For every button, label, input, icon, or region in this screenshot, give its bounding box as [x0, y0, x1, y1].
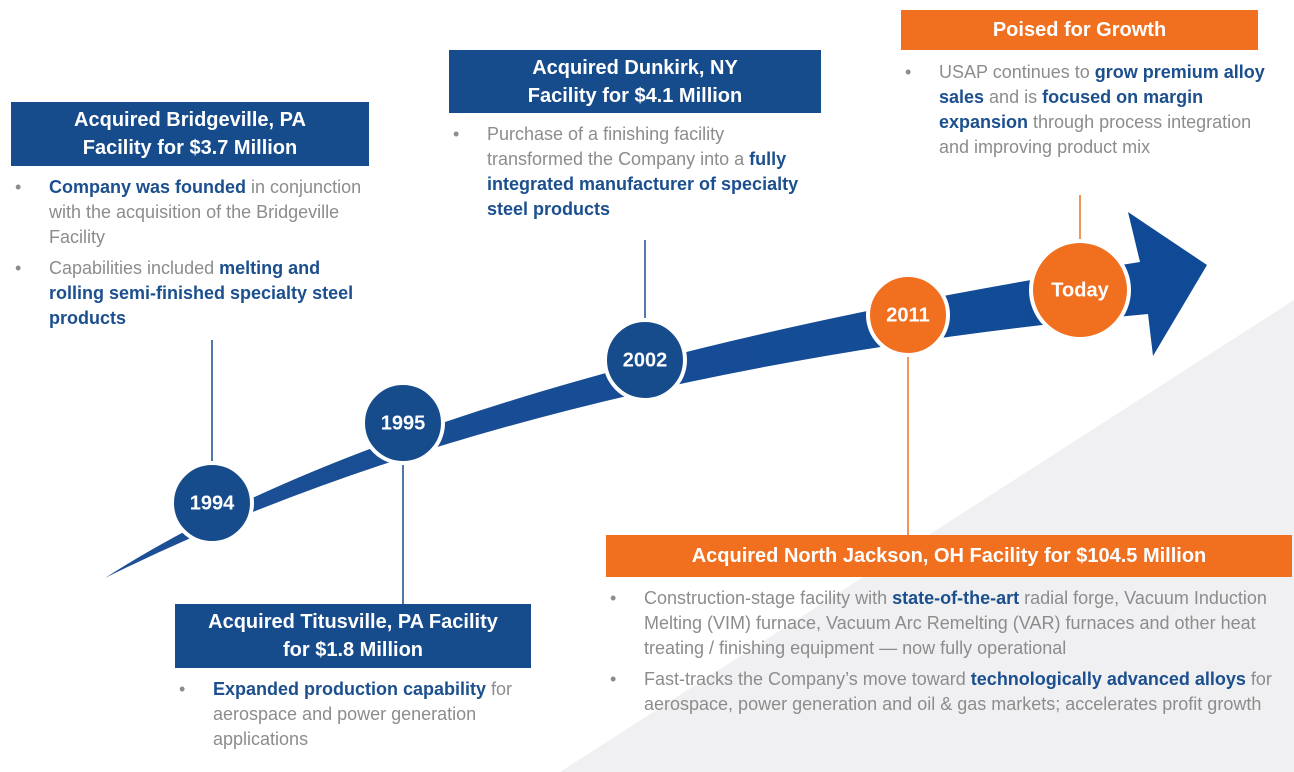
title-text: Acquired Titusville, PA Facility: [208, 611, 498, 633]
section-title-box: Acquired Dunkirk, NY Facility for $4.1 Mi…: [449, 50, 821, 113]
title-text: for $1.8 Million: [282, 639, 424, 661]
section-title-box: Acquired North Jackson, OH Facility for …: [606, 535, 1292, 577]
bold-text: fully integrated manufacturer of special…: [487, 149, 804, 219]
bullet-list: Purchase of a finishing facility transfo…: [449, 122, 809, 228]
title-text: Facility for $3.7 Million: [82, 137, 298, 159]
bullet-item: Capabilities included melting and rollin…: [11, 256, 371, 331]
title-text: Facility for $4.1 Million: [527, 84, 743, 107]
body-text: in conjunction with the acquisition of t…: [49, 177, 367, 247]
milestone-label: 2002: [623, 349, 668, 371]
bold-text: state-of-the-art: [892, 588, 1020, 608]
body-text: Purchase of a finishing facility transfo…: [487, 124, 750, 169]
milestone-circle: [1029, 239, 1131, 341]
bold-text: melting and rolling semi-finished specia…: [49, 258, 359, 328]
title-text: Poised for Growth: [992, 19, 1167, 41]
bullet-list: Construction-stage facility with state-o…: [606, 586, 1286, 723]
milestone-circle: [361, 381, 445, 465]
body-text: Construction-stage facility with: [644, 588, 893, 608]
title-text: Acquired North Jackson, OH Facility for …: [691, 545, 1207, 567]
milestone-circle: [170, 461, 254, 545]
milestone-label: 1995: [381, 412, 426, 434]
bold-text: Expanded production capability: [213, 679, 487, 699]
body-text: Capabilities included: [49, 258, 220, 278]
milestone-circle: [603, 318, 687, 402]
title-line: Poised for Growth: [901, 16, 1258, 44]
title-text: Acquired Dunkirk, NY: [532, 56, 738, 79]
milestone-label: 2011: [886, 304, 929, 326]
body-text: USAP continues to: [939, 62, 1095, 82]
section-title-box: Acquired Titusville, PA Facility for $1.8…: [175, 604, 531, 668]
bullet-item: Fast-tracks the Company’s move toward te…: [606, 667, 1286, 717]
milestone-circle: [866, 273, 950, 357]
section-title-box: Poised for Growth: [901, 10, 1258, 50]
bold-text: grow premium alloy sales: [939, 62, 1270, 107]
title-text: Acquired Bridgeville, PA: [74, 109, 306, 131]
bullet-item: USAP continues to grow premium alloy sal…: [901, 60, 1271, 160]
title-line: Acquired North Jackson, OH Facility for …: [606, 542, 1292, 570]
bold-text: technologically advanced alloys: [970, 669, 1246, 689]
milestone-label: 1994: [190, 492, 235, 514]
title-line: Facility for $4.1 Million: [449, 82, 821, 110]
body-text: and is: [984, 87, 1043, 107]
bullet-list: Expanded production capability for aeros…: [175, 677, 515, 758]
body-text: for aerospace, power generation and oil …: [644, 669, 1277, 714]
title-line: Acquired Titusville, PA Facility: [175, 608, 531, 636]
bullet-list: Company was founded in conjunction with …: [11, 175, 371, 337]
section-title-box: Acquired Bridgeville, PA Facility for $3.…: [11, 102, 369, 166]
bold-text: Company was founded: [49, 177, 247, 197]
bullet-item: Company was founded in conjunction with …: [11, 175, 371, 250]
title-line: Acquired Bridgeville, PA: [11, 106, 369, 134]
title-line: for $1.8 Million: [175, 636, 531, 664]
body-text: through process integration and improvin…: [939, 112, 1257, 157]
body-text: for aerospace and power generation appli…: [213, 679, 518, 749]
bullet-item: Purchase of a finishing facility transfo…: [449, 122, 809, 222]
bullet-item: Expanded production capability for aeros…: [175, 677, 515, 752]
bullet-list: USAP continues to grow premium alloy sal…: [901, 60, 1271, 166]
milestone-label: Today: [1051, 279, 1109, 301]
body-text: radial forge, Vacuum Induction Melting (…: [644, 588, 1272, 658]
body-text: Fast-tracks the Company’s move toward: [644, 669, 971, 689]
title-line: Facility for $3.7 Million: [11, 134, 369, 162]
title-line: Acquired Dunkirk, NY: [449, 54, 821, 82]
bold-text: focused on margin expansion: [939, 87, 1209, 132]
bullet-item: Construction-stage facility with state-o…: [606, 586, 1286, 661]
